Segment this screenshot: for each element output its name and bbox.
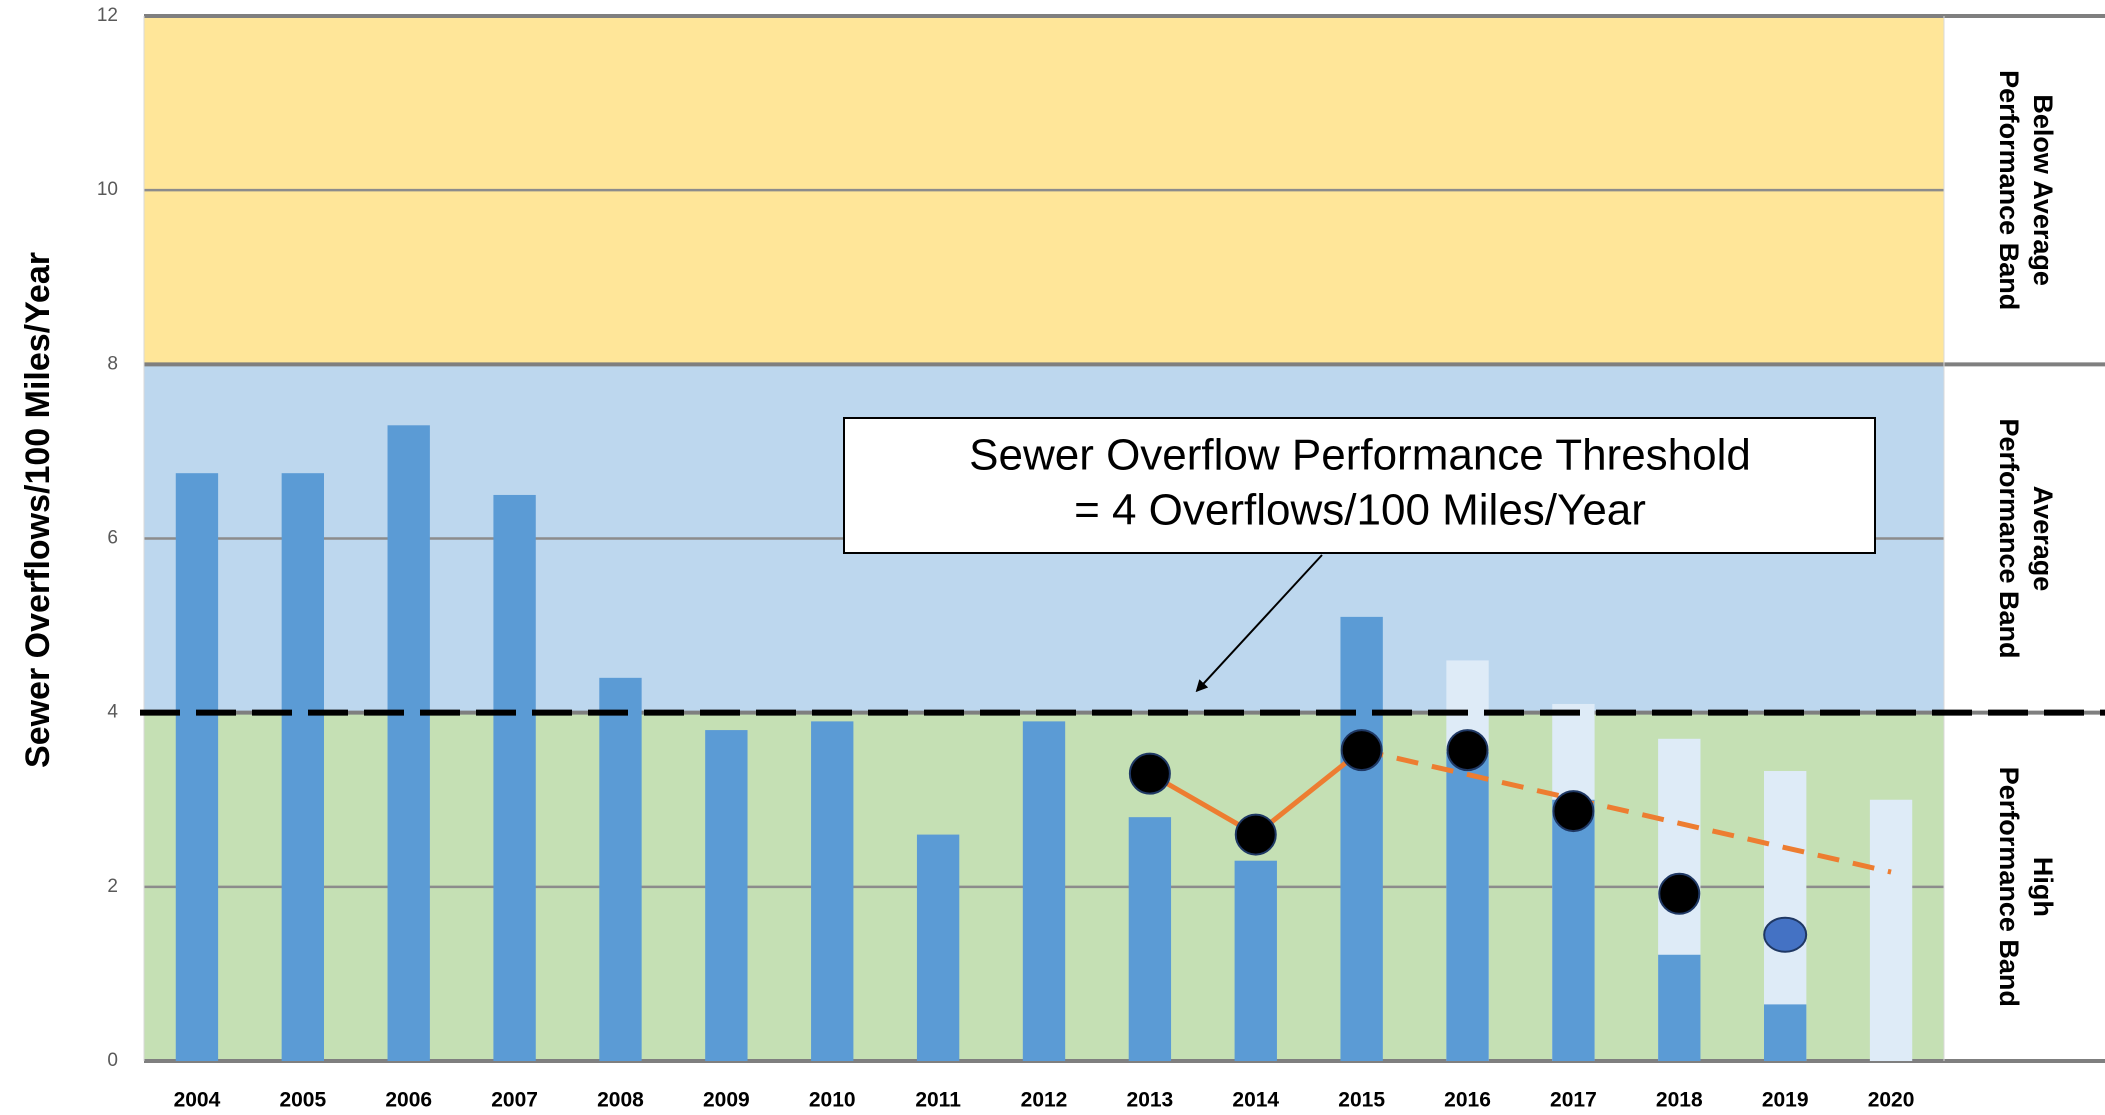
annotation-text: = 4 Overflows/100 Miles/Year <box>1074 486 1646 535</box>
x-tick-label: 2006 <box>385 1089 432 1112</box>
y-tick-label: 2 <box>107 876 118 897</box>
x-tick-label: 2010 <box>809 1089 856 1112</box>
bar <box>599 677 642 1061</box>
trend-line <box>1361 747 1892 875</box>
y-tick-label: 8 <box>107 353 118 374</box>
x-tick-label: 2008 <box>597 1089 644 1112</box>
bar <box>705 730 748 1061</box>
x-tick-label: 2015 <box>1338 1089 1385 1112</box>
annotation-box <box>843 417 1876 554</box>
bar <box>175 473 219 1061</box>
x-tick-label: 2012 <box>1021 1089 1068 1112</box>
bar <box>1446 751 1489 1061</box>
bar <box>811 721 854 1061</box>
bar <box>1552 799 1595 1061</box>
bar <box>281 473 324 1061</box>
bar <box>1658 954 1701 1061</box>
x-tick-label: 2011 <box>915 1089 961 1112</box>
x-tick-label: 2017 <box>1550 1089 1597 1112</box>
data-point <box>1446 729 1489 772</box>
bar <box>1340 616 1383 1061</box>
band-label: Performance Band <box>1994 418 2024 658</box>
bar <box>1234 860 1277 1061</box>
y-tick-label: 6 <box>107 528 118 549</box>
x-tick-label: 2018 <box>1656 1089 1703 1112</box>
data-point <box>1552 790 1595 833</box>
bar <box>916 834 960 1061</box>
x-tick-label: 2013 <box>1127 1089 1174 1112</box>
band-label: High <box>2028 857 2058 917</box>
y-tick-label: 4 <box>107 702 118 723</box>
bar <box>1128 817 1172 1061</box>
y-tick-label: 12 <box>97 5 118 26</box>
data-point <box>1658 872 1701 915</box>
x-tick-label: 2020 <box>1868 1089 1915 1112</box>
bar <box>387 425 430 1062</box>
y-axis-title: Sewer Overflows/100 Miles/Year <box>19 252 57 768</box>
data-point <box>1234 813 1277 856</box>
x-tick-label: 2005 <box>279 1089 326 1112</box>
x-tick-label: 2014 <box>1232 1089 1279 1112</box>
bar <box>493 494 536 1061</box>
data-point <box>1763 916 1808 953</box>
band-label: Performance Band <box>1994 70 2024 310</box>
bar <box>1022 721 1066 1061</box>
bar <box>1869 799 1913 1061</box>
data-point <box>1340 729 1383 772</box>
x-tick-label: 2009 <box>703 1089 750 1112</box>
annotation-arrow <box>1195 554 1323 693</box>
x-tick-label: 2004 <box>174 1089 221 1112</box>
band-label: Below Average <box>2028 94 2058 286</box>
data-point <box>1128 752 1171 795</box>
x-tick-label: 2007 <box>491 1089 538 1112</box>
y-tick-label: 10 <box>97 179 118 200</box>
y-tick-label: 0 <box>107 1050 118 1071</box>
bar <box>1764 1004 1807 1061</box>
annotation-text: Sewer Overflow Performance Threshold <box>969 431 1751 480</box>
band-label: Average <box>2028 486 2058 592</box>
x-tick-label: 2019 <box>1762 1089 1809 1112</box>
x-tick-label: 2016 <box>1444 1089 1491 1112</box>
band-label: Performance Band <box>1994 767 2024 1007</box>
